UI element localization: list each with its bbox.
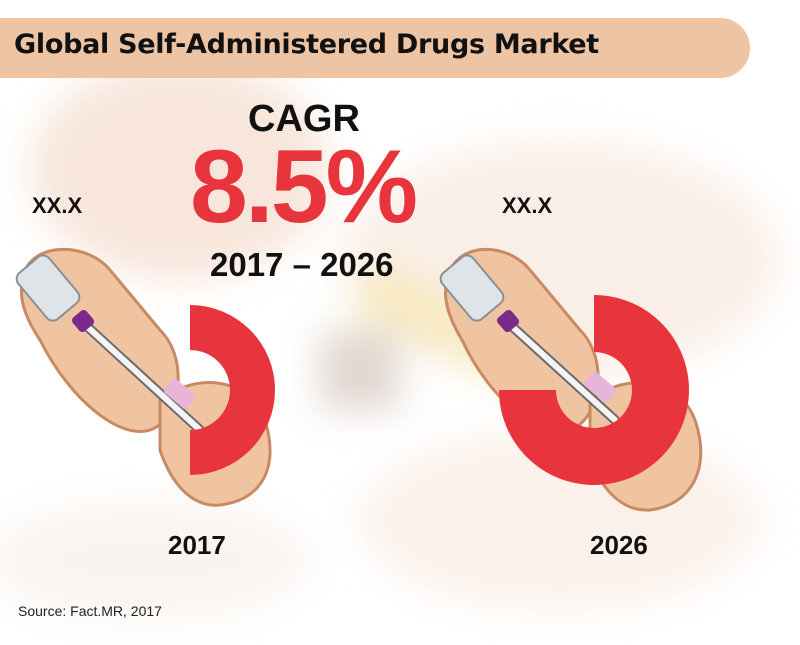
chart-title: Global Self-Administered Drugs Market bbox=[14, 29, 599, 60]
source-note: Source: Fact.MR, 2017 bbox=[18, 603, 162, 619]
category-label-2017: 2017 bbox=[168, 530, 226, 560]
value-label-2017: XX.X bbox=[32, 193, 83, 218]
cagr-period: 2017 – 2026 bbox=[210, 246, 394, 283]
cagr-value: 8.5% bbox=[190, 129, 418, 245]
title-bar: Global Self-Administered Drugs Market bbox=[0, 18, 750, 78]
category-label-2026: 2026 bbox=[590, 530, 648, 560]
ring-segment-2017 bbox=[190, 305, 275, 475]
ring-segment-2026 bbox=[499, 295, 689, 485]
cagr-label: CAGR bbox=[248, 98, 360, 140]
value-label-2026: XX.X bbox=[502, 193, 553, 218]
